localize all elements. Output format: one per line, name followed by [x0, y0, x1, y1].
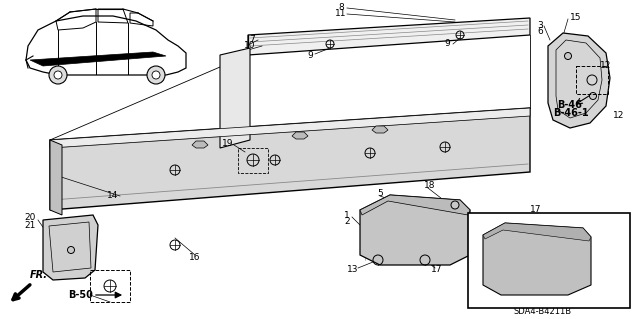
- Circle shape: [49, 66, 67, 84]
- Text: B-46-1: B-46-1: [553, 108, 589, 118]
- Polygon shape: [372, 126, 388, 133]
- Text: 12: 12: [600, 61, 611, 70]
- Text: 17: 17: [431, 265, 443, 275]
- Text: 2: 2: [344, 218, 350, 226]
- Bar: [468, 213, 630, 308]
- Text: 4: 4: [618, 249, 623, 257]
- Text: 9: 9: [444, 40, 450, 48]
- Text: 19: 19: [221, 138, 233, 147]
- Circle shape: [589, 93, 596, 100]
- Text: 14: 14: [107, 190, 118, 199]
- Bar: [90, 270, 130, 302]
- Text: 11: 11: [335, 10, 347, 19]
- Text: 1: 1: [344, 211, 350, 219]
- Polygon shape: [248, 18, 530, 55]
- Bar: [238, 148, 268, 173]
- Text: 17: 17: [531, 205, 541, 214]
- Text: SDA4-B4211B: SDA4-B4211B: [514, 307, 572, 315]
- Text: 12: 12: [613, 110, 625, 120]
- Text: 7: 7: [249, 35, 255, 44]
- Text: 9: 9: [307, 51, 313, 61]
- Text: 5: 5: [377, 189, 383, 197]
- Text: 10: 10: [243, 41, 255, 50]
- Text: 18: 18: [616, 217, 627, 226]
- Text: 6: 6: [537, 27, 543, 36]
- Polygon shape: [483, 223, 591, 295]
- Polygon shape: [50, 108, 530, 148]
- Text: 15: 15: [570, 13, 582, 23]
- Polygon shape: [30, 52, 166, 66]
- Polygon shape: [292, 132, 308, 139]
- Text: 18: 18: [424, 181, 436, 189]
- Circle shape: [67, 247, 74, 254]
- Polygon shape: [43, 215, 98, 280]
- Polygon shape: [192, 141, 208, 148]
- Polygon shape: [548, 33, 610, 128]
- Polygon shape: [50, 140, 62, 215]
- Circle shape: [574, 227, 582, 235]
- Polygon shape: [220, 48, 250, 148]
- Text: 8: 8: [338, 4, 344, 12]
- Circle shape: [54, 71, 62, 79]
- Bar: [576, 66, 608, 94]
- Text: B-50: B-50: [68, 290, 93, 300]
- Circle shape: [147, 66, 165, 84]
- Circle shape: [451, 201, 459, 209]
- Text: FR.: FR.: [30, 270, 48, 280]
- Circle shape: [152, 71, 160, 79]
- Polygon shape: [483, 223, 591, 241]
- Circle shape: [564, 53, 572, 60]
- Text: 16: 16: [189, 254, 201, 263]
- Text: 13: 13: [477, 299, 489, 308]
- Text: 20: 20: [24, 213, 36, 222]
- Text: 13: 13: [348, 265, 359, 275]
- Polygon shape: [50, 108, 530, 210]
- Text: 21: 21: [24, 220, 36, 229]
- Polygon shape: [360, 195, 470, 215]
- Polygon shape: [360, 195, 470, 265]
- Text: 3: 3: [537, 21, 543, 31]
- Text: B-46: B-46: [557, 100, 582, 110]
